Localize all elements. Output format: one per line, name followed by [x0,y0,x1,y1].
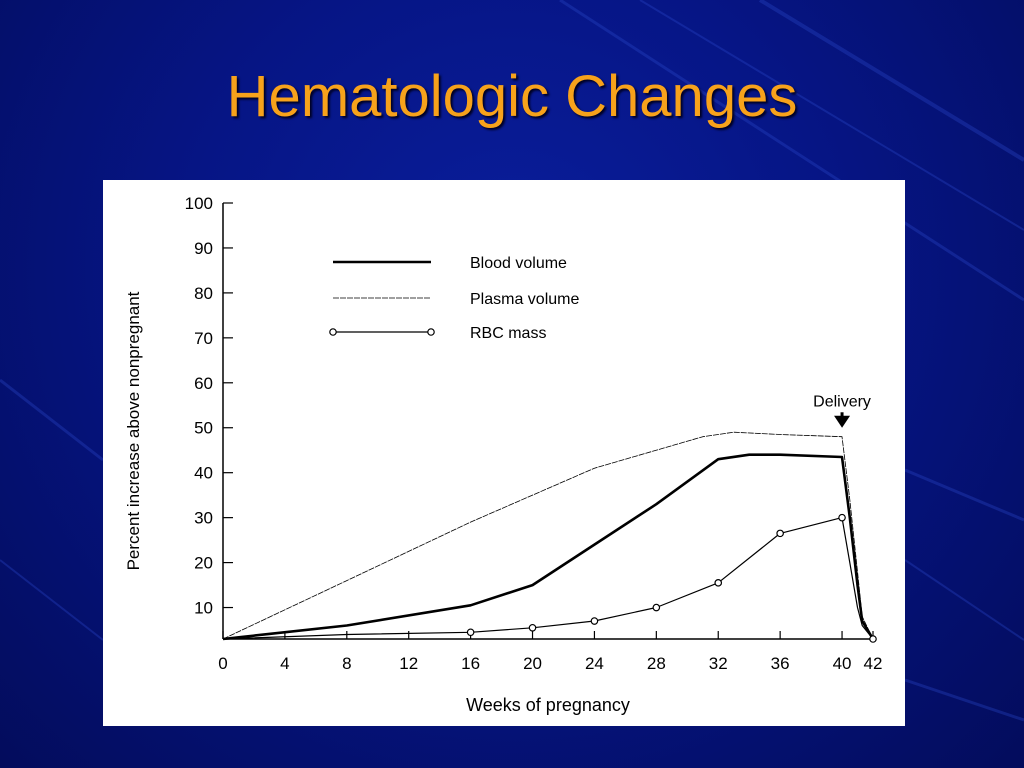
y-tick-label: 10 [194,599,213,618]
legend-marker [329,328,337,336]
y-tick-label: 80 [194,284,213,303]
x-tick-label: 42 [864,654,883,673]
rbc-mass-marker [590,617,599,625]
y-tick-label: 100 [185,194,213,213]
y-tick-label: 20 [194,554,213,573]
y-tick-label: 50 [194,419,213,438]
x-tick-label: 28 [647,654,666,673]
y-axis-label: Percent increase above nonpregnant [124,291,143,570]
chart: 10 20 30 40 50 60 70 80 90 100 0 4 8 12 16 20 24 28 32 36 40… [124,194,883,715]
x-tick-label: 20 [523,654,542,673]
series-line-rbc-mass [222,517,874,640]
legend-label: Blood volume [470,255,567,272]
rbc-mass-marker [714,579,723,587]
chart-panel: 10 20 30 40 50 60 70 80 90 100 0 4 8 12 16 20 24 28 32 36 40… [103,180,905,726]
slide-title: Hematologic Changes [226,64,798,129]
x-tick-label: 32 [709,654,728,673]
legend-label: RBC mass [470,325,546,342]
y-tick-label: 30 [194,509,213,528]
legend-marker [427,328,435,336]
delivery-annotation: Delivery [813,393,871,410]
series-line-blood-volume [222,453,875,641]
y-tick-label: 70 [194,329,213,348]
y-tick-label: 90 [194,239,213,258]
x-tick-label: 40 [833,654,852,673]
x-axis-label: Weeks of pregnancy [466,695,630,715]
series-line-plasma-volume [222,431,874,640]
legend-label: Plasma volume [470,291,579,308]
rbc-mass-marker [528,623,537,632]
x-tick-label: 24 [585,654,604,673]
x-tick-label: 12 [399,654,418,673]
x-tick-label: 0 [218,654,227,673]
x-tick-label: 36 [771,654,790,673]
rbc-mass-marker [869,635,877,643]
rbc-mass-marker [652,603,661,612]
x-tick-label: 8 [342,654,351,673]
rbc-mass-marker [838,513,846,522]
y-tick-label: 60 [194,374,213,393]
rbc-mass-marker [466,628,475,637]
x-tick-label: 4 [280,654,289,673]
y-tick-label: 40 [194,464,213,483]
x-tick-label: 16 [461,654,480,673]
delivery-arrow-head [834,415,851,428]
rbc-mass-marker [776,529,784,538]
